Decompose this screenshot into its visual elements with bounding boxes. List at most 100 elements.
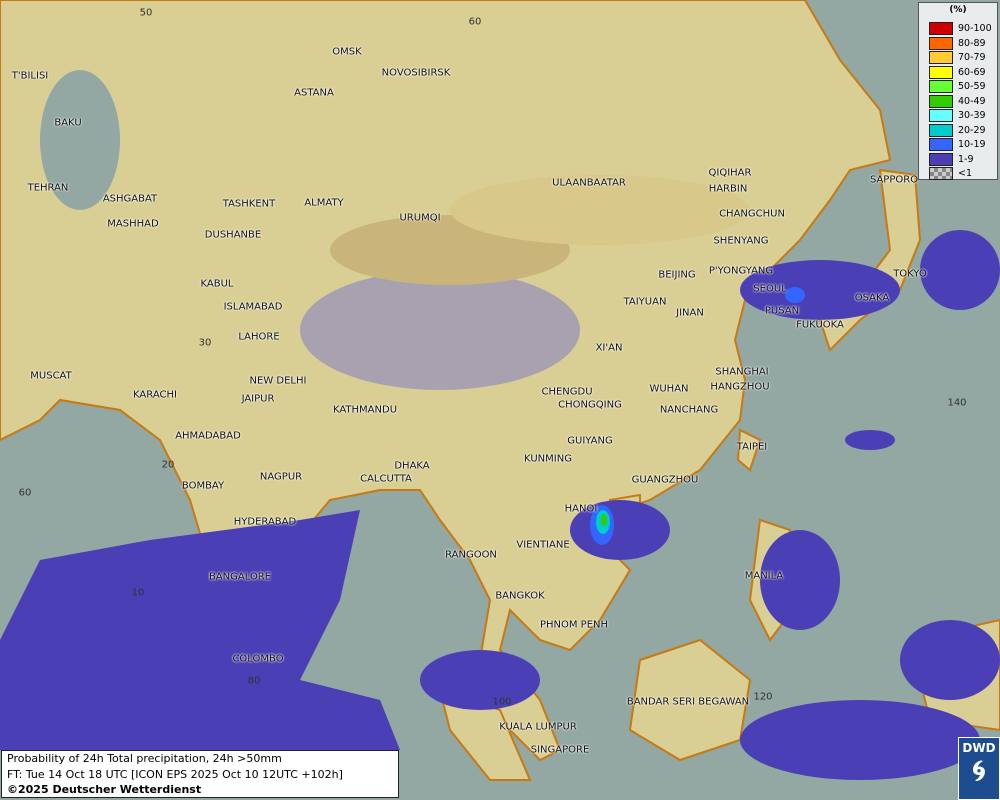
legend-swatch <box>929 109 953 122</box>
city-label: KARACHI <box>133 389 177 401</box>
city-label: HANGZHOU <box>710 381 770 393</box>
legend-label: 90-100 <box>958 23 992 34</box>
legend-label: 80-89 <box>958 37 986 49</box>
city-label: KABUL <box>200 278 234 290</box>
city-label: COLOMBO <box>232 653 284 665</box>
city-label: HYDERABAD <box>233 516 297 528</box>
graticule-label: 120 <box>753 691 773 703</box>
legend-swatch <box>929 51 953 64</box>
legend-item: 30-39 <box>926 109 996 122</box>
legend-label: 1-9 <box>958 153 974 165</box>
city-label: P'YONGYANG <box>708 265 774 277</box>
graticule-label: 100 <box>492 696 512 708</box>
swirl-icon: 🌀︎ <box>972 754 986 787</box>
city-label: VIENTIANE <box>516 539 570 551</box>
legend-swatch <box>929 94 953 108</box>
legend-swatch <box>929 22 953 35</box>
city-label: CALCUTTA <box>360 473 412 485</box>
legend-item: 1-9 <box>926 152 996 166</box>
legend-item: 50-59 <box>926 80 996 93</box>
city-label: HANOI <box>564 503 598 515</box>
city-label: SAPPORO <box>869 174 919 186</box>
city-label: KUNMING <box>524 453 572 465</box>
high-probability-core <box>590 287 805 545</box>
legend-item: 70-79 <box>926 51 996 64</box>
city-label: KUALA LUMPUR <box>499 721 577 733</box>
plateau <box>40 70 750 390</box>
city-label: DHAKA <box>394 460 430 472</box>
legend-item: 20-29 <box>926 123 996 137</box>
info-box: Probability of 24h Total precipitation, … <box>1 750 399 798</box>
legend-label: 50-59 <box>958 81 986 92</box>
product-title: Probability of 24h Total precipitation, … <box>7 752 282 765</box>
legend-label: 30-39 <box>958 110 986 121</box>
city-label: DUSHANBE <box>204 229 262 241</box>
legend-label: 60-69 <box>958 66 986 78</box>
city-label: OSAKA <box>854 292 890 304</box>
legend-swatch <box>929 65 953 79</box>
city-label: TAIYUAN <box>623 296 667 308</box>
city-label: T'BILISI <box>11 70 49 82</box>
legend-label: 20-29 <box>958 124 986 136</box>
city-label: ASTANA <box>294 87 334 99</box>
city-label: ULAANBAATAR <box>552 177 626 189</box>
city-label: JINAN <box>676 307 704 319</box>
city-label: XI'AN <box>595 342 623 354</box>
legend-swatch <box>929 123 953 137</box>
graticule-label: 80 <box>247 675 261 687</box>
city-label: SINGAPORE <box>530 744 590 756</box>
city-label: JAIPUR <box>241 393 275 405</box>
legend-unit: (%) <box>949 5 967 15</box>
city-label: URUMQI <box>399 212 441 224</box>
city-label: HARBIN <box>708 183 748 195</box>
city-label: BANDAR SERI BEGAWAN <box>626 696 750 708</box>
city-label: PHNOM PENH <box>539 619 609 631</box>
dwd-logo: DWD 🌀︎ <box>958 737 1000 800</box>
legend-swatch <box>929 167 953 180</box>
city-label: SHANGHAI <box>715 366 769 378</box>
city-label: GUIYANG <box>567 435 613 447</box>
graticule-label: 10 <box>131 587 145 599</box>
legend-label: 70-79 <box>958 52 986 63</box>
legend: (%) 90-100 80-89 70-79 60-69 50-59 40-49 30-39… <box>918 2 998 180</box>
city-label: TASHKENT <box>222 198 276 210</box>
city-label: GUANGZHOU <box>631 474 699 486</box>
city-label: OMSK <box>332 46 362 58</box>
city-label: NANCHANG <box>659 404 719 416</box>
city-label: QIQIHAR <box>708 167 752 179</box>
city-label: BANGALORE <box>208 571 272 583</box>
legend-item: 80-89 <box>926 36 996 50</box>
city-label: FUKUOKA <box>796 319 844 331</box>
city-label: NOVOSIBIRSK <box>381 67 451 79</box>
city-label: RANGOON <box>445 549 497 561</box>
legend-label: 40-49 <box>958 95 986 107</box>
city-label: TAIPEI <box>736 441 768 453</box>
city-label: ASHGABAT <box>102 193 158 205</box>
city-label: CHENGDU <box>541 386 593 398</box>
city-label: NAGPUR <box>259 471 303 483</box>
city-label: MANILA <box>744 570 784 582</box>
city-label: CHONGQING <box>558 399 622 411</box>
city-label: BANGKOK <box>495 590 545 602</box>
city-label: KATHMANDU <box>332 404 398 416</box>
legend-item: 90-100 <box>926 22 996 35</box>
graticule-label: 30 <box>198 337 212 349</box>
legend-label: <1 <box>958 168 973 179</box>
legend-swatch <box>929 152 953 166</box>
legend-item: 60-69 <box>926 65 996 79</box>
legend-swatch <box>929 138 953 151</box>
graticule-label: 140 <box>947 397 967 409</box>
graticule-label: 50 <box>139 7 153 19</box>
precipitation-areas <box>0 230 1000 780</box>
city-label: MASHHAD <box>107 218 159 230</box>
logo-text: DWD <box>962 741 996 755</box>
graticule-label: 60 <box>468 16 482 28</box>
city-label: TEHRAN <box>27 182 69 194</box>
city-label: WUHAN <box>649 383 689 395</box>
city-label: SHENYANG <box>713 235 769 247</box>
city-label: AHMADABAD <box>175 430 241 442</box>
graticule-label: 20 <box>161 459 175 471</box>
city-label: LAHORE <box>238 331 280 343</box>
city-label: ISLAMABAD <box>223 301 283 313</box>
